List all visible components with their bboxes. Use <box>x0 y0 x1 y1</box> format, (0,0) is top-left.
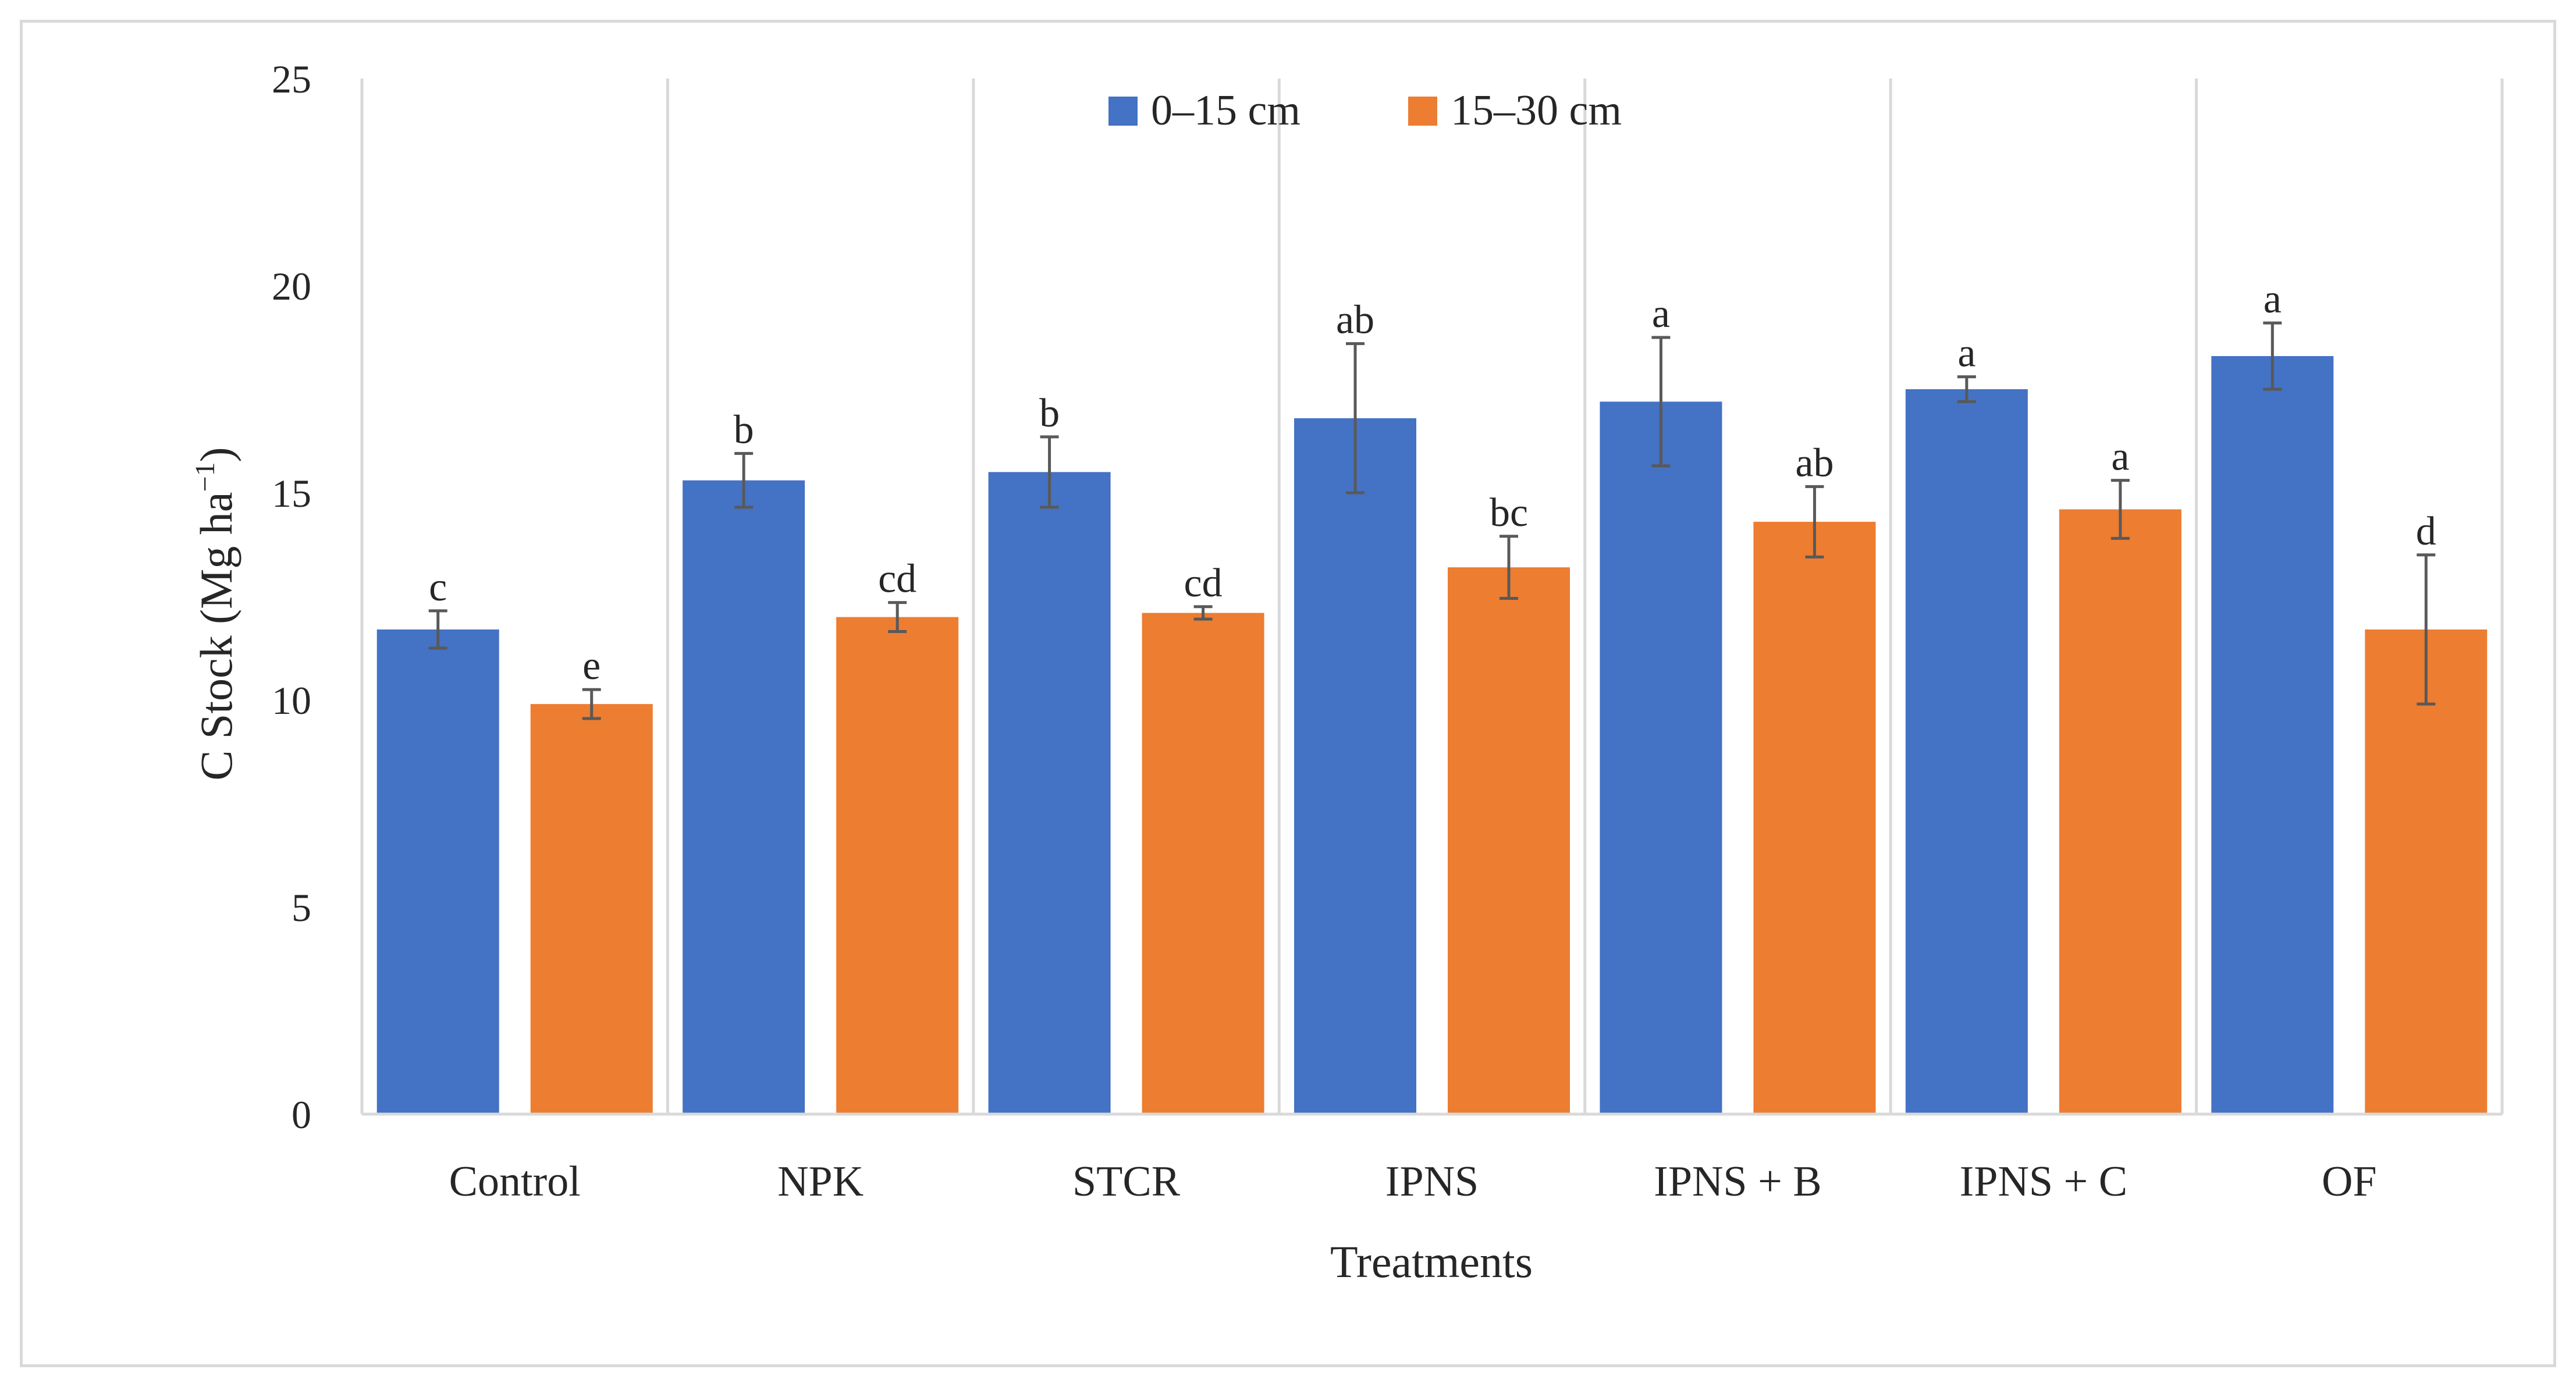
legend-label-15-30-cm: 15–30 cm <box>1451 87 1622 134</box>
significance-label: c <box>429 565 447 610</box>
significance-label: ab <box>1336 298 1374 343</box>
x-category-label: IPNS + C <box>1960 1158 2127 1205</box>
bar-0-15-cm <box>2211 356 2334 1114</box>
y-tick-label: 0 <box>292 1093 311 1137</box>
x-category-label: Control <box>449 1158 581 1205</box>
significance-label: cd <box>878 557 916 602</box>
y-tick-label: 25 <box>272 57 311 101</box>
bar-15-30-cm <box>530 704 653 1114</box>
significance-label: b <box>1039 391 1060 436</box>
bar-0-15-cm <box>683 480 805 1114</box>
y-tick-label: 20 <box>272 264 311 308</box>
bar-0-15-cm <box>1600 401 1722 1114</box>
error-bars-layer <box>428 321 2436 720</box>
significance-label: bc <box>1490 490 1528 535</box>
y-axis-title-main: C Stock (Mg ha <box>191 492 241 780</box>
bar-0-15-cm <box>1905 389 2028 1114</box>
bar-15-30-cm <box>2059 509 2181 1114</box>
y-tick-label: 10 <box>272 678 311 723</box>
x-category-label: IPNS <box>1385 1158 1479 1205</box>
significance-label: cd <box>1184 561 1223 606</box>
y-axis-title-close: ) <box>191 447 241 462</box>
significance-label: a <box>1652 291 1670 336</box>
significance-label: b <box>734 407 754 452</box>
significance-label: a <box>2111 435 2129 479</box>
x-axis-title: Treatments <box>1330 1236 1533 1287</box>
grid-layer <box>360 79 2504 1114</box>
bar-15-30-cm <box>2365 629 2488 1114</box>
y-tick-label: 15 <box>272 471 311 515</box>
bar-15-30-cm <box>1448 567 1570 1114</box>
bars-layer <box>376 356 2488 1114</box>
x-category-label: NPK <box>777 1158 864 1205</box>
y-axis-title-superscript: −1 <box>190 462 221 492</box>
bar-15-30-cm <box>836 617 959 1114</box>
x-category-label: STCR <box>1072 1158 1181 1205</box>
significance-label: e <box>582 643 601 688</box>
x-category-label: IPNS + B <box>1654 1158 1821 1205</box>
significance-label: ab <box>1795 440 1834 485</box>
legend-swatch-15-30-cm <box>1408 97 1437 126</box>
significance-label: d <box>2416 509 2436 554</box>
bar-15-30-cm <box>1753 521 1876 1114</box>
significance-label: a <box>2264 277 2282 322</box>
y-tick-label: 5 <box>292 885 311 930</box>
legend-swatch-0-15-cm <box>1108 97 1138 126</box>
legend-label-0-15-cm: 0–15 cm <box>1151 87 1301 134</box>
bar-0-15-cm <box>988 472 1111 1114</box>
legend: 0–15 cm 15–30 cm <box>1108 87 1622 134</box>
axis-layer: 0 5 10 15 20 25 Control NPK STCR IPNS IPNS + B IPNS… <box>272 57 2502 1205</box>
x-category-label: OF <box>2322 1158 2377 1205</box>
significance-label: a <box>1957 331 1975 376</box>
bar-0-15-cm <box>1294 418 1416 1114</box>
significance-labels-layer: c b b ab a a a e cd cd bc ab a d <box>429 277 2436 688</box>
y-axis-title: C Stock (Mg ha−1) <box>190 447 241 780</box>
bar-0-15-cm <box>376 629 499 1114</box>
bar-15-30-cm <box>1142 613 1264 1114</box>
